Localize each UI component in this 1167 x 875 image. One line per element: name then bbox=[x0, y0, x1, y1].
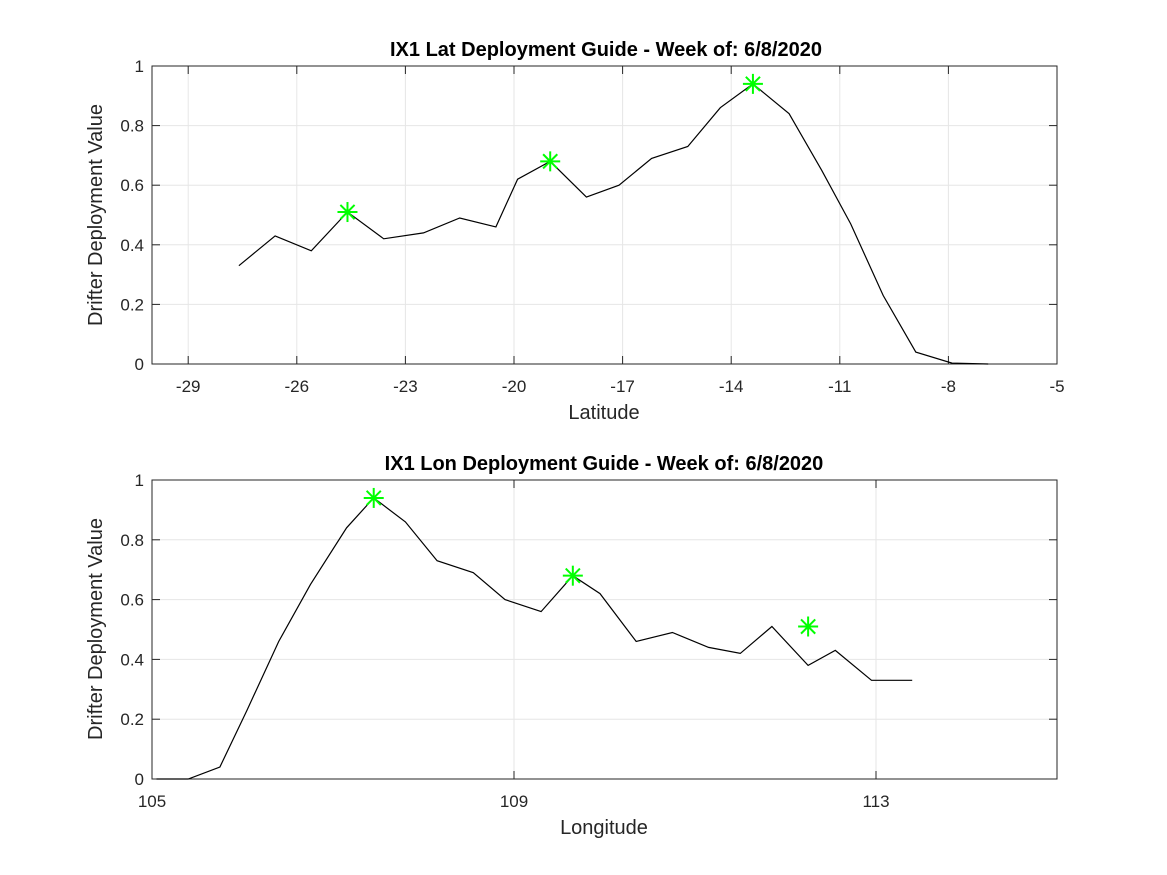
asterisk-marker bbox=[337, 202, 358, 223]
x-tick-label: 113 bbox=[862, 792, 889, 811]
y-tick-label: 0.8 bbox=[120, 117, 144, 136]
data-line bbox=[156, 497, 913, 780]
x-tick-label: -26 bbox=[285, 377, 310, 396]
highlight-markers bbox=[337, 73, 763, 223]
y-tick-label: 0.6 bbox=[120, 591, 144, 610]
y-axis-label: Drifter Deployment Value bbox=[85, 518, 107, 740]
asterisk-marker bbox=[540, 151, 561, 172]
lon-chart: IX1 Lon Deployment Guide - Week of: 6/8/… bbox=[85, 453, 1058, 839]
axes-box bbox=[151, 479, 1058, 780]
x-tick-label: -23 bbox=[393, 377, 418, 396]
x-tick-label: -20 bbox=[502, 377, 527, 396]
x-ticks: 105 109 113 bbox=[138, 480, 890, 811]
data-line-group bbox=[238, 83, 989, 365]
data-line bbox=[238, 83, 989, 365]
x-tick-label: 105 bbox=[138, 792, 166, 811]
y-axis-label: Drifter Deployment Value bbox=[85, 104, 107, 326]
highlight-markers bbox=[363, 487, 819, 637]
asterisk-marker bbox=[562, 565, 583, 586]
y-tick-label: 0.4 bbox=[120, 236, 144, 255]
chart-title: IX1 Lat Deployment Guide - Week of: 6/8/… bbox=[390, 39, 822, 61]
chart-title: IX1 Lon Deployment Guide - Week of: 6/8/… bbox=[385, 453, 824, 475]
y-ticks: 0 0.2 0.4 0.6 0.8 1 bbox=[120, 57, 1057, 374]
y-tick-label: 0.2 bbox=[120, 295, 144, 314]
x-tick-label: -17 bbox=[610, 377, 635, 396]
x-tick-label: -5 bbox=[1049, 377, 1064, 396]
x-ticks: -29 -26 -23 -20 -17 -14 -11 -8 -5 bbox=[176, 66, 1065, 396]
x-tick-label: -11 bbox=[828, 377, 851, 396]
x-axis-label: Latitude bbox=[568, 402, 639, 424]
x-tick-label: -8 bbox=[941, 377, 956, 396]
x-axis-label: Longitude bbox=[560, 817, 648, 839]
axes-box bbox=[151, 65, 1058, 365]
x-tick-label: 109 bbox=[500, 792, 528, 811]
lat-chart: IX1 Lat Deployment Guide - Week of: 6/8/… bbox=[85, 39, 1065, 424]
y-tick-label: 0.8 bbox=[120, 531, 144, 550]
asterisk-marker bbox=[798, 616, 819, 637]
data-line-group bbox=[156, 497, 913, 780]
asterisk-marker bbox=[363, 487, 384, 508]
y-tick-label: 0.4 bbox=[120, 650, 144, 669]
y-tick-label: 0 bbox=[135, 355, 144, 374]
y-tick-label: 1 bbox=[135, 471, 144, 490]
y-ticks: 0 0.2 0.4 0.6 0.8 1 bbox=[120, 471, 1057, 789]
y-tick-label: 1 bbox=[135, 57, 144, 76]
x-tick-label: -14 bbox=[719, 377, 744, 396]
x-tick-label: -29 bbox=[176, 377, 201, 396]
y-tick-label: 0.2 bbox=[120, 710, 144, 729]
y-tick-label: 0.6 bbox=[120, 176, 144, 195]
y-tick-label: 0 bbox=[135, 770, 144, 789]
asterisk-marker bbox=[742, 73, 763, 94]
